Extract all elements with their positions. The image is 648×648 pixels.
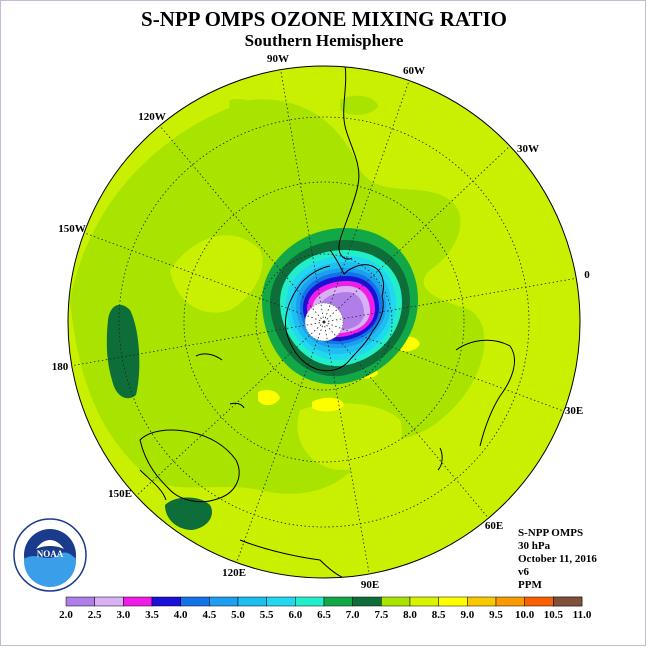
contour-region-7-5-b — [170, 235, 263, 313]
lon-label: 60W — [403, 65, 425, 77]
lon-label: 120E — [222, 567, 246, 579]
colorbar-tick-label: 8.5 — [432, 609, 446, 621]
colorbar-swatch — [295, 596, 325, 607]
info-line: v6 — [518, 566, 530, 578]
coast-island-south — [229, 402, 245, 409]
contour-region-7-5-d — [340, 95, 378, 115]
noaa-logo-text: NOAA — [37, 549, 64, 559]
lon-label: 150W — [58, 223, 86, 235]
info-line: October 11, 2016 — [518, 553, 597, 565]
coast-south-america — [338, 66, 360, 260]
colorbar-swatch — [151, 596, 181, 607]
lon-label: 120W — [138, 111, 166, 123]
colorbar-tick-label: 3.5 — [145, 609, 159, 621]
info-line: 30 hPa — [518, 540, 551, 552]
coast-asia-edge — [239, 539, 351, 578]
map-title: S-NPP OMPS OZONE MIXING RATIO — [141, 7, 507, 31]
colorbar-swatch — [553, 596, 583, 607]
colorbar-swatch — [123, 596, 153, 607]
colorbar-tick-label: 6.5 — [317, 609, 331, 621]
colorbar-swatch — [467, 596, 497, 607]
lon-label: 30E — [565, 405, 583, 417]
colorbar-tick-label: 4.5 — [202, 609, 216, 621]
lon-label: 60E — [485, 520, 503, 532]
contour-patch-8-5-b — [312, 397, 344, 412]
colorbar-tick-label: 8.0 — [403, 609, 417, 621]
polar-no-data-dots — [304, 302, 344, 342]
coast-madagascar — [437, 447, 443, 471]
lon-label: 150E — [108, 488, 132, 500]
colorbar-swatch — [409, 596, 439, 607]
map-subtitle: Southern Hemisphere — [245, 31, 404, 50]
colorbar-swatch — [209, 596, 239, 607]
colorbar-swatch — [438, 596, 468, 607]
colorbar-swatch — [94, 596, 124, 607]
colorbar-swatch — [323, 596, 353, 607]
coast-africa — [455, 339, 515, 447]
coastlines — [139, 66, 515, 578]
latitude-gridlines — [118, 116, 530, 528]
colorbar-tick-label: 7.0 — [346, 609, 360, 621]
info-block: S-NPP OMPS 30 hPa October 11, 2016 v6 PP… — [518, 527, 597, 591]
colorbar-swatch — [180, 596, 210, 607]
contour-patch-7-0-south — [165, 497, 212, 530]
colorbar-swatch — [266, 596, 296, 607]
coast-australia — [139, 429, 240, 503]
colorbar-swatch — [237, 596, 267, 607]
colorbar-swatch — [524, 596, 554, 607]
coast-antarctic-peninsula — [329, 249, 385, 297]
colorbar-tick-label: 5.0 — [231, 609, 245, 621]
colorbar-swatch — [381, 596, 411, 607]
colorbar-tick-label: 11.0 — [573, 609, 592, 621]
colorbar-tick-label: 5.5 — [260, 609, 274, 621]
longitude-labels: 90W 60W 30W 0 30E 60E 90E 120E 150E 180 … — [52, 53, 591, 591]
lon-label: 90W — [267, 53, 289, 65]
colorbar-tick-label: 9.5 — [489, 609, 503, 621]
colorbar-swatch — [352, 596, 382, 607]
colorbar-tick-label: 10.0 — [515, 609, 535, 621]
coast-antarctica-east — [285, 265, 384, 372]
colorbar-tick-label: 7.5 — [374, 609, 388, 621]
colorbar-tick-label: 9.0 — [460, 609, 474, 621]
coast-island-west — [195, 353, 223, 361]
contour-patch-8-5-a — [258, 390, 280, 406]
colorbar-tick-label: 6.0 — [288, 609, 302, 621]
lon-label: 90E — [361, 579, 379, 591]
colorbar-tick-label: 2.0 — [59, 609, 73, 621]
colorbar-swatch — [495, 596, 525, 607]
colorbar-swatch — [65, 596, 95, 607]
colorbar-tick-label: 3.0 — [116, 609, 130, 621]
lon-label: 0 — [584, 269, 590, 281]
coast-new-zealand — [139, 469, 167, 501]
info-line: PPM — [518, 579, 542, 591]
map-border — [67, 65, 581, 579]
lon-label: 30W — [517, 143, 539, 155]
colorbar-tick-label: 10.5 — [544, 609, 564, 621]
contour-patch-7-0-west — [106, 304, 140, 399]
colorbar: 2.0 2.5 3.0 3.5 4.0 4.5 5.0 5.5 6.0 6.5 7.0 7.5 8.0 8… — [59, 596, 592, 621]
contour-region-7-5-c — [229, 99, 263, 129]
colorbar-tick-label: 2.5 — [88, 609, 102, 621]
lon-label: 180 — [52, 361, 69, 373]
polar-map — [68, 66, 580, 578]
noaa-logo: NOAA — [13, 518, 87, 592]
contour-region-8-0 — [297, 403, 402, 470]
info-line: S-NPP OMPS — [518, 527, 583, 539]
meridian-gridlines — [69, 66, 579, 578]
colorbar-tick-label: 4.0 — [174, 609, 188, 621]
